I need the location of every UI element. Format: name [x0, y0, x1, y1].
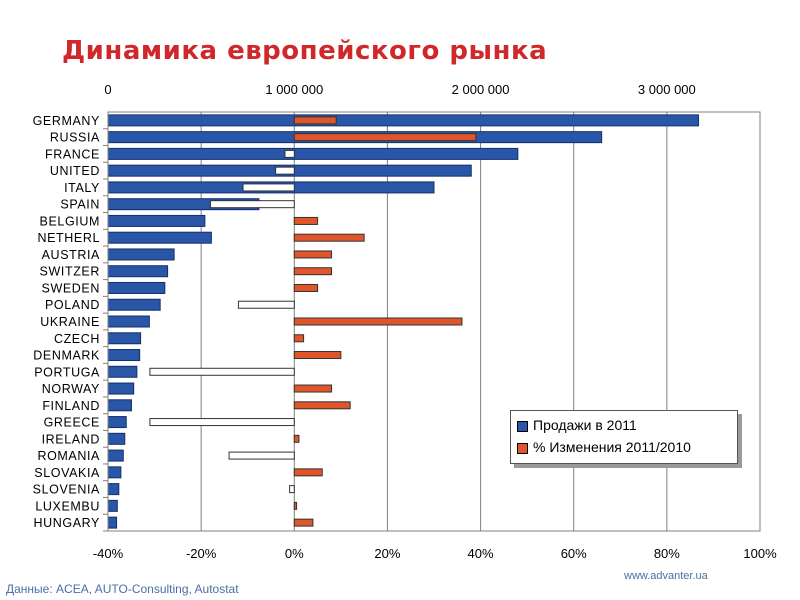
category-label: GERMANY: [33, 114, 100, 128]
category-label: DENMARK: [33, 349, 100, 363]
change-bar: [293, 250, 333, 259]
change-bar: [293, 434, 300, 443]
change-bar: [293, 334, 305, 343]
category-labels: GERMANY RUSSIA FRANCE UNITED ITALY SPAIN BELGI…: [33, 114, 108, 532]
category-label: LUXEMBU: [35, 499, 100, 513]
change-bar: [293, 267, 333, 276]
change-bar: [293, 216, 319, 225]
sales-bar: [107, 298, 161, 311]
change-bar: [293, 116, 337, 125]
change-bar: [237, 300, 295, 309]
footer-url: www.advanter.ua: [624, 570, 708, 582]
bottom-tick-label: -20%: [186, 546, 217, 561]
category-label: SWEDEN: [42, 281, 100, 295]
change-series: [149, 116, 477, 527]
bottom-tick-label: -40%: [93, 546, 124, 561]
sales-bar: [107, 382, 135, 395]
category-label: RUSSIA: [50, 131, 100, 145]
sales-bar: [107, 499, 118, 512]
bottom-tick-label: 0%: [285, 546, 304, 561]
category-label: ITALY: [64, 181, 100, 195]
change-bar: [293, 351, 342, 360]
top-axis-ticks: 0 1 000 000 2 000 000 3 000 000: [104, 82, 695, 97]
sales-bar: [107, 516, 118, 529]
category-label: SLOVAKIA: [34, 466, 100, 480]
sales-bar: [107, 332, 142, 345]
sales-bar: [107, 114, 700, 127]
top-tick-label: 0: [104, 82, 111, 97]
legend-swatch-sales: [517, 421, 528, 432]
category-label: POLAND: [45, 298, 100, 312]
category-label: GREECE: [44, 416, 100, 430]
bottom-tick-label: 40%: [468, 546, 494, 561]
change-bar: [293, 468, 323, 477]
sales-bar: [107, 147, 519, 160]
change-bar: [293, 283, 319, 292]
category-label: ROMANIA: [37, 449, 100, 463]
sales-bar: [107, 399, 132, 412]
sales-bar: [107, 416, 127, 429]
change-bar: [242, 183, 295, 192]
plot-frame: [107, 111, 761, 532]
change-bar: [149, 418, 295, 427]
change-bar: [293, 233, 365, 242]
top-tick-label: 1 000 000: [265, 82, 323, 97]
change-bar: [293, 133, 477, 142]
sales-bar: [107, 432, 126, 445]
bottom-tick-label: 20%: [374, 546, 400, 561]
top-tick-label: 3 000 000: [638, 82, 696, 97]
category-label: BELGIUM: [40, 214, 100, 228]
change-bar: [293, 501, 298, 510]
top-tick-label: 2 000 000: [452, 82, 510, 97]
category-label: IRELAND: [42, 432, 100, 446]
sales-bar: [107, 281, 166, 294]
category-label: CZECH: [54, 332, 100, 346]
change-bar: [284, 149, 295, 158]
category-label: FINLAND: [42, 399, 100, 413]
change-bar: [293, 401, 351, 410]
legend-swatch-change: [517, 443, 528, 454]
change-bar: [289, 485, 295, 494]
category-label: NETHERL: [37, 231, 100, 245]
change-bar: [209, 200, 295, 209]
sales-bar: [107, 315, 150, 328]
sales-bar: [107, 349, 141, 362]
bottom-tick-label: 60%: [561, 546, 587, 561]
change-bar: [293, 518, 314, 527]
change-bar: [293, 384, 333, 393]
bottom-tick-label: 100%: [743, 546, 777, 561]
sales-bar: [107, 231, 212, 244]
change-bar: [275, 166, 295, 175]
sales-bar: [107, 265, 169, 278]
sales-bar: [107, 214, 206, 227]
category-label: HUNGARY: [34, 516, 101, 530]
sales-bar: [107, 466, 122, 479]
category-label: SWITZER: [40, 265, 100, 279]
chart-title: Динамика европейского рынка: [62, 36, 548, 66]
legend-label-change: % Изменения 2011/2010: [533, 439, 691, 455]
footer-source: Данные: ACEA, AUTO-Consulting, Autostat: [6, 582, 239, 596]
change-bar: [149, 367, 295, 376]
change-bar: [228, 451, 295, 460]
category-label: NORWAY: [42, 382, 100, 396]
category-label: SPAIN: [60, 198, 100, 212]
category-label: UNITED: [50, 164, 100, 178]
bottom-tick-label: 80%: [654, 546, 680, 561]
category-label: AUSTRIA: [42, 248, 100, 262]
legend: Продажи в 2011 % Изменения 2011/2010: [510, 410, 738, 464]
category-label: FRANCE: [45, 147, 100, 161]
sales-bar: [107, 483, 120, 496]
category-label: UKRAINE: [40, 315, 100, 329]
legend-label-sales: Продажи в 2011: [533, 417, 637, 433]
sales-bar: [107, 365, 138, 378]
category-label: SLOVENIA: [33, 483, 100, 497]
bottom-axis-ticks: -40% -20% 0% 20% 40% 60% 80% 100%: [93, 546, 777, 561]
sales-bar: [107, 449, 124, 462]
category-label: PORTUGA: [34, 365, 100, 379]
change-bar: [293, 317, 463, 326]
sales-bar: [107, 248, 175, 261]
